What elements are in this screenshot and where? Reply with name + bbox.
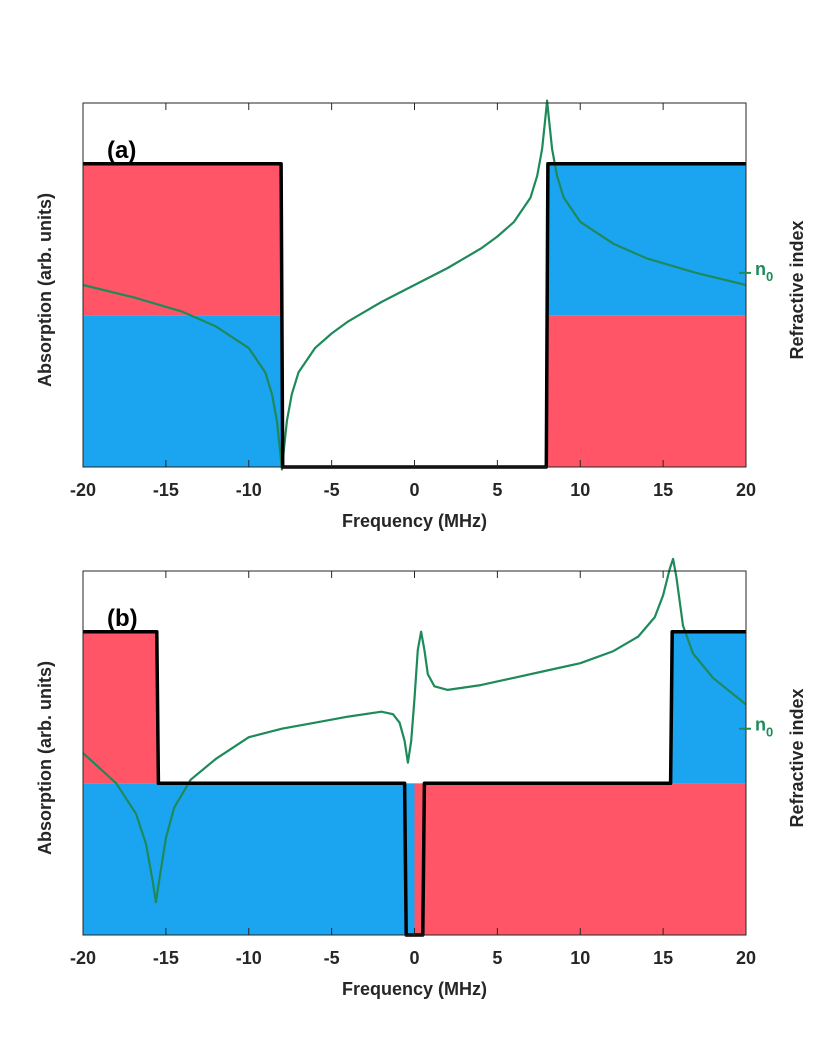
n0-marker: n0 xyxy=(739,715,773,740)
x-tick-label-7: 15 xyxy=(653,480,673,500)
x-tick-label-7: 15 xyxy=(653,948,673,968)
x-tick-label-1: -15 xyxy=(153,480,179,500)
x-tick-label-0: -20 xyxy=(70,480,96,500)
refractive-index-line xyxy=(82,557,747,904)
y-axis-title: Absorption (arb. units) xyxy=(35,661,55,855)
x-tick-label-5: 5 xyxy=(492,480,502,500)
x-tick-label-8: 20 xyxy=(736,480,756,500)
region-red-0 xyxy=(83,631,158,784)
region-blue-2 xyxy=(547,163,746,316)
panel-a: -20 -15 -10 -5 0 5 10 15 20 (a) Frequency (MHz) … xyxy=(35,99,807,531)
panel-b: -20 -15 -10 -5 0 5 10 15 20 (b) Frequency (MHz) … xyxy=(35,557,807,999)
y2-axis-title: Refractive index xyxy=(787,220,807,359)
x-tick-label-4: 0 xyxy=(409,948,419,968)
region-red-0 xyxy=(83,163,282,316)
region-red-2 xyxy=(414,783,746,935)
x-tick-label-3: -5 xyxy=(324,948,340,968)
region-red-3 xyxy=(547,315,746,467)
background-regions xyxy=(83,163,746,467)
x-axis-title: Frequency (MHz) xyxy=(342,511,487,531)
region-blue-1 xyxy=(83,783,415,935)
x-tick-label-4: 0 xyxy=(409,480,419,500)
region-blue-3 xyxy=(671,631,746,784)
n0-subscript: 0 xyxy=(766,269,773,284)
x-tick-label-6: 10 xyxy=(570,948,590,968)
y-axis-title: Absorption (arb. units) xyxy=(35,193,55,387)
panel-label: (a) xyxy=(107,137,136,164)
x-tick-label-5: 5 xyxy=(492,948,502,968)
x-tick-label-6: 10 xyxy=(570,480,590,500)
background-regions xyxy=(83,631,746,935)
n0-marker: n0 xyxy=(739,259,773,284)
x-tick-label-8: 20 xyxy=(736,948,756,968)
x-tick-label-3: -5 xyxy=(324,480,340,500)
n0-label: n0 xyxy=(755,715,773,740)
x-tick-label-2: -10 xyxy=(236,948,262,968)
n0-letter: n xyxy=(755,715,766,735)
x-ticks: -20 -15 -10 -5 0 5 10 15 20 xyxy=(70,571,756,968)
x-axis-title: Frequency (MHz) xyxy=(342,979,487,999)
refractive-index-line xyxy=(82,99,747,471)
panel-label: (b) xyxy=(107,605,138,632)
n0-subscript: 0 xyxy=(766,725,773,740)
y2-axis-title: Refractive index xyxy=(787,688,807,827)
n0-letter: n xyxy=(755,259,766,279)
n0-label: n0 xyxy=(755,259,773,284)
x-tick-label-2: -10 xyxy=(236,480,262,500)
x-ticks: -20 -15 -10 -5 0 5 10 15 20 xyxy=(70,103,756,500)
x-tick-label-1: -15 xyxy=(153,948,179,968)
region-blue-1 xyxy=(83,315,282,467)
x-tick-label-0: -20 xyxy=(70,948,96,968)
